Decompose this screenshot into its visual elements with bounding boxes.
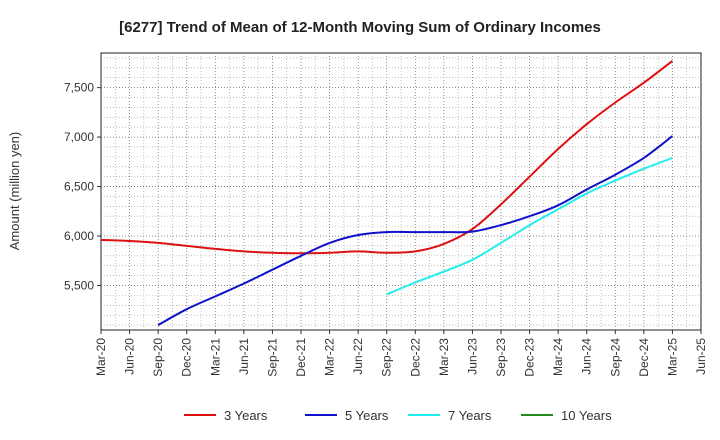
x-tick-label: Jun-25 (694, 338, 708, 375)
x-tick-label: Sep-20 (151, 338, 165, 377)
x-tick-label: Jun-23 (465, 338, 479, 375)
x-tick-label: Mar-22 (323, 338, 337, 376)
x-tick-label: Dec-21 (294, 338, 308, 377)
x-tick-label: Mar-23 (437, 338, 451, 376)
series-line-7-years (386, 156, 673, 296)
legend: 3 Years 5 Years 7 Years 10 Years (184, 408, 612, 423)
x-tick-label: Mar-20 (94, 338, 108, 376)
y-tick-label: 5,500 (64, 278, 94, 292)
y-axis-ticks: 5,500 6,000 6,500 7,000 7,500 (64, 81, 101, 292)
x-tick-label: Sep-24 (608, 338, 622, 377)
x-tick-label: Jun-20 (123, 338, 137, 375)
x-tick-label: Sep-23 (494, 338, 508, 377)
x-tick-label: Mar-21 (208, 338, 222, 376)
x-tick-label: Mar-25 (665, 338, 679, 376)
x-tick-label: Jun-21 (237, 338, 251, 375)
grid-lines (101, 53, 701, 330)
y-axis-label: Amount (million yen) (7, 132, 22, 251)
x-tick-label: Mar-24 (551, 338, 565, 376)
x-tick-label: Dec-24 (637, 338, 651, 377)
series-line-5-years (157, 135, 674, 326)
legend-label: 5 Years (345, 408, 389, 423)
legend-label: 10 Years (561, 408, 612, 423)
chart-title: [6277] Trend of Mean of 12-Month Moving … (119, 19, 601, 36)
x-axis-ticks: Mar-20 Jun-20 Sep-20 Dec-20 Mar-21 Jun-21 Sep-… (94, 330, 708, 377)
x-tick-label: Jun-22 (351, 338, 365, 375)
y-tick-label: 6,000 (64, 229, 94, 243)
y-tick-label: 7,500 (64, 81, 94, 95)
x-tick-label: Sep-22 (380, 338, 394, 377)
y-tick-label: 7,000 (64, 130, 94, 144)
series-lines (100, 60, 674, 326)
x-tick-label: Sep-21 (265, 338, 279, 377)
series-line-3-years (100, 60, 674, 255)
legend-label: 7 Years (448, 408, 492, 423)
legend-label: 3 Years (224, 408, 268, 423)
y-tick-label: 6,500 (64, 180, 94, 194)
x-tick-label: Dec-22 (408, 338, 422, 377)
x-tick-label: Dec-20 (180, 338, 194, 377)
x-tick-label: Jun-24 (580, 338, 594, 375)
x-tick-label: Dec-23 (523, 338, 537, 377)
